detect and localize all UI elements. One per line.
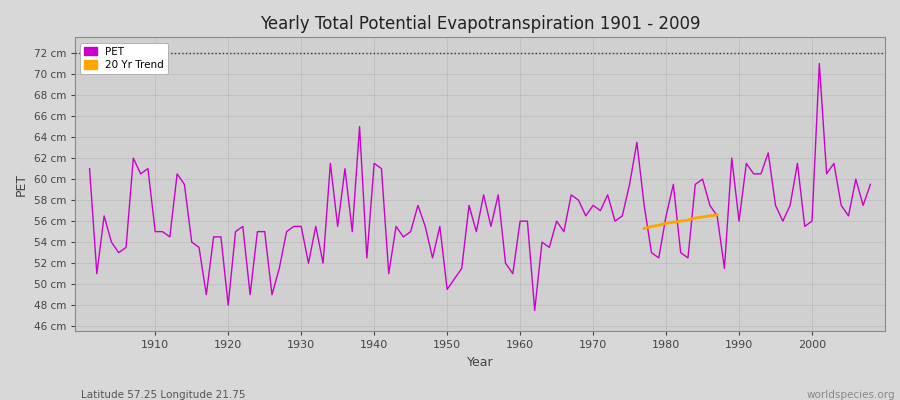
X-axis label: Year: Year xyxy=(467,356,493,369)
Text: Latitude 57.25 Longitude 21.75: Latitude 57.25 Longitude 21.75 xyxy=(81,390,246,400)
Legend: PET, 20 Yr Trend: PET, 20 Yr Trend xyxy=(80,42,168,74)
Text: worldspecies.org: worldspecies.org xyxy=(807,390,896,400)
Y-axis label: PET: PET xyxy=(15,173,28,196)
Title: Yearly Total Potential Evapotranspiration 1901 - 2009: Yearly Total Potential Evapotranspiratio… xyxy=(260,15,700,33)
